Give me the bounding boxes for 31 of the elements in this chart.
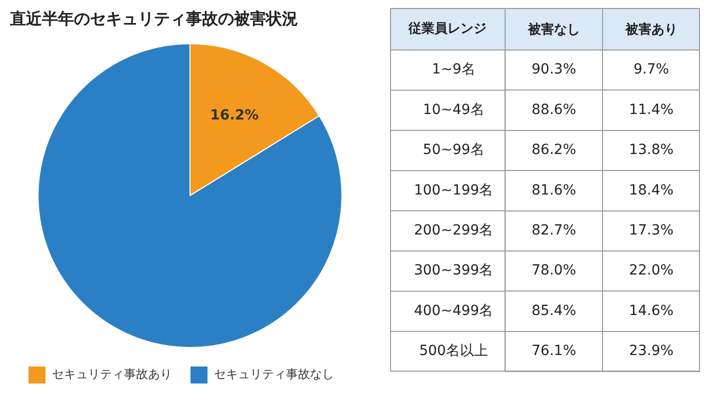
data-label: 81.6% (532, 182, 576, 198)
y-axis-title: 従業員レンジ (408, 21, 487, 36)
data-label: 23.9% (629, 343, 674, 360)
data-label: 86.2% (532, 142, 576, 158)
data-label: 22.0% (629, 262, 674, 279)
data-label: 82.7% (532, 222, 576, 239)
data-label: 9.7% (634, 62, 670, 78)
y-tick-label: 500名以上 (419, 343, 488, 360)
data-label: 90.3% (532, 62, 576, 78)
x-tick-label: 被害なし (526, 22, 580, 38)
data-label: 85.4% (532, 302, 576, 319)
data-label: 16.2% (210, 108, 259, 124)
data-label: 18.4% (629, 182, 674, 198)
legend-label: セキュリティ事故なし (214, 367, 334, 382)
y-tick-label: 10~49名 (422, 102, 484, 118)
y-tick-label: 1~9名 (432, 62, 476, 78)
y-tick-label: 300~399名 (414, 262, 494, 279)
data-label: 78.0% (532, 262, 576, 279)
data-label: 76.1% (532, 343, 576, 360)
data-label: 11.4% (629, 102, 674, 118)
y-tick-label: 200~299名 (414, 222, 494, 239)
data-label: 13.8% (629, 142, 674, 158)
chart-title: 直近半年のセキュリティ事故の被害状況 (9, 8, 298, 28)
legend-label: セキュリティ事故あり (52, 367, 172, 382)
data-label: 88.6% (532, 102, 576, 118)
y-tick-label: 100~199名 (414, 182, 494, 198)
x-tick-label: 被害あり (624, 22, 678, 38)
data-label: 17.3% (629, 222, 674, 239)
y-tick-label: 400~499名 (414, 302, 494, 319)
y-tick-label: 50~99名 (422, 142, 484, 158)
data-label: 14.6% (629, 302, 674, 319)
